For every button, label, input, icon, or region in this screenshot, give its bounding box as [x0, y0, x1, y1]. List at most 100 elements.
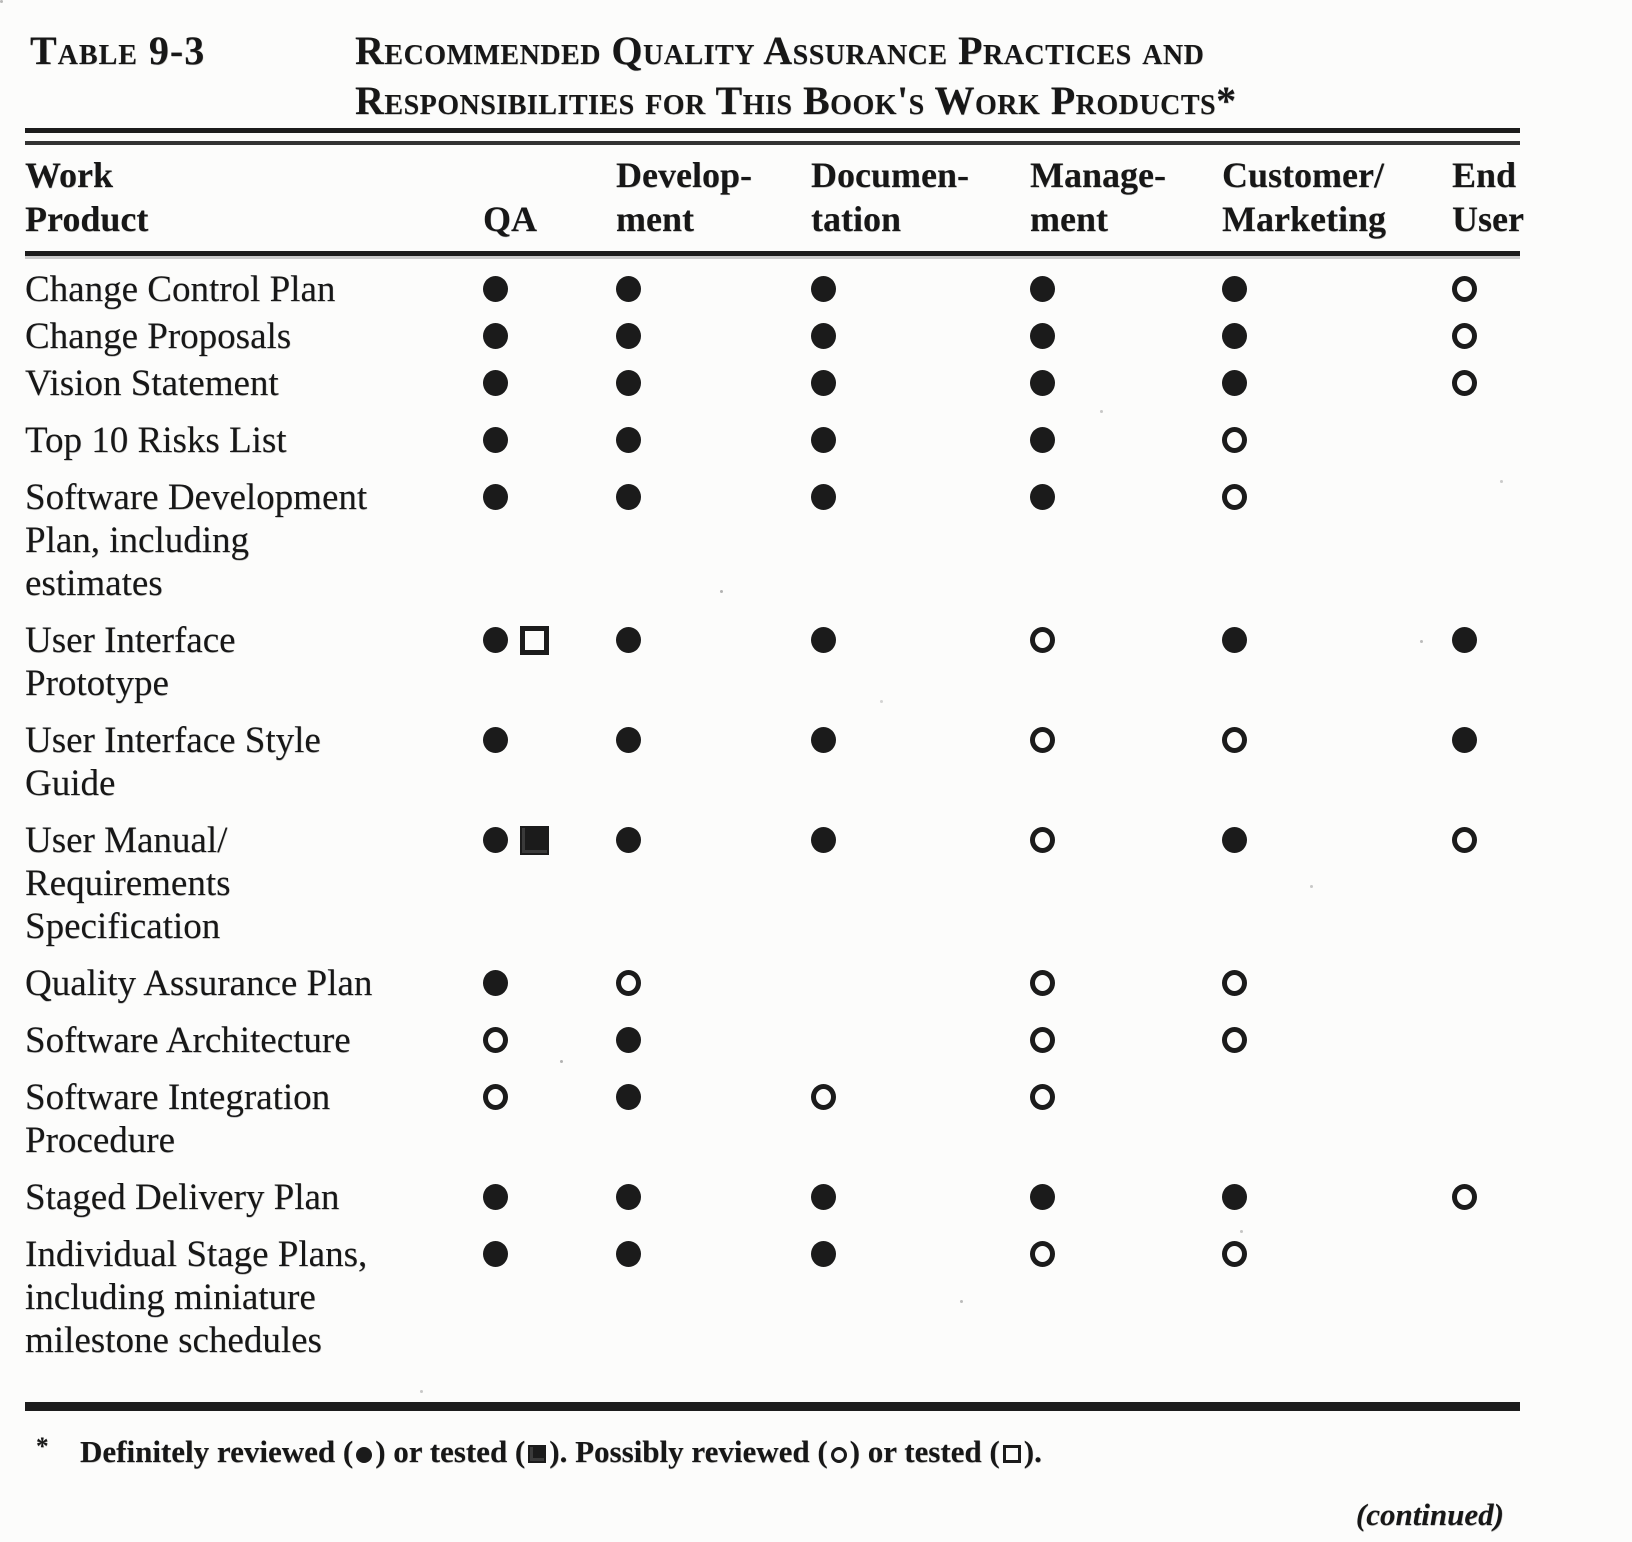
open-circle-icon: [1030, 827, 1055, 853]
filled-circle-icon: [616, 427, 641, 453]
open-circle-icon: [1222, 1027, 1247, 1053]
open-circle-icon: [1030, 627, 1055, 653]
marker-cell: [1452, 1076, 1537, 1162]
table-row: Staged Delivery Plan: [25, 1176, 1537, 1219]
marker-cell: [483, 619, 616, 705]
marker-cell: [1030, 362, 1222, 405]
marker-cell: [1452, 315, 1537, 358]
filled-circle-icon: [1222, 370, 1247, 396]
marker-cell: [1222, 419, 1452, 462]
marker-cell: [811, 962, 1030, 1005]
filled-circle-icon: [483, 323, 508, 349]
work-product-name: Change Control Plan: [25, 269, 336, 310]
marker-cell: [483, 1076, 616, 1162]
filled-circle-icon: [811, 427, 836, 453]
filled-circle-icon: [1222, 323, 1247, 349]
marker-cell: [1222, 819, 1452, 948]
filled-circle-icon: [616, 1027, 641, 1053]
marker-cell: [1030, 1176, 1222, 1219]
filled-circle-icon: [616, 370, 641, 396]
filled-circle-icon: [483, 1184, 508, 1210]
marker-cell: [616, 619, 811, 705]
work-product-name: Top 10 Risks List: [25, 420, 287, 461]
open-circle-icon: [1452, 827, 1477, 853]
filled-circle-icon: [1030, 1184, 1055, 1210]
marker-cell: [1030, 476, 1222, 605]
open-circle-icon: [1030, 1241, 1055, 1267]
filled-circle-icon: [811, 827, 836, 853]
filled-circle-icon: [1030, 427, 1055, 453]
open-circle-icon: [1030, 970, 1055, 996]
filled-circle-icon: [1030, 370, 1055, 396]
open-circle-icon: [811, 1084, 836, 1110]
marker-cell: [1222, 1019, 1452, 1062]
marker-cell: [1030, 1076, 1222, 1162]
table-body: Change Control Plan Change Proposals Visio…: [0, 256, 1632, 1362]
marker-cell: [1452, 476, 1537, 605]
filled-circle-icon: [483, 970, 508, 996]
work-product-name: Staged Delivery Plan: [25, 1177, 340, 1218]
marker-cell: [1452, 362, 1537, 405]
marker-cell: [616, 1076, 811, 1162]
col-header-development: Develop- ment: [616, 155, 752, 239]
col-header-customer-marketing: Customer/ Marketing: [1222, 155, 1386, 239]
marker-cell: [483, 962, 616, 1005]
marker-cell: [1452, 619, 1537, 705]
marker-cell: [483, 719, 616, 805]
table-row: Change Proposals: [25, 315, 1537, 358]
marker-cell: [483, 1233, 616, 1362]
marker-cell: [616, 476, 811, 605]
marker-cell: [1222, 1076, 1452, 1162]
filled-circle-icon: [811, 370, 836, 396]
filled-circle-icon: [811, 627, 836, 653]
col-header-end-user: End User: [1452, 155, 1524, 239]
table-caption: Table 9-3 Recommended Quality Assurance …: [0, 0, 1632, 126]
marker-cell: [616, 419, 811, 462]
table-row: User Manual/ Requirements Specification: [25, 819, 1537, 948]
filled-circle-icon: [1222, 1184, 1247, 1210]
filled-circle-icon: [616, 1084, 641, 1110]
header-separator-rule: [25, 251, 1520, 256]
marker-cell: [1222, 1176, 1452, 1219]
filled-circle-icon: [616, 323, 641, 349]
marker-cell: [1452, 419, 1537, 462]
work-product-name: Software Development Plan, including est…: [25, 477, 368, 604]
filled-circle-icon: [616, 1184, 641, 1210]
marker-cell: [811, 719, 1030, 805]
open-circle-icon: [1222, 484, 1247, 510]
filled-circle-icon: [483, 827, 508, 853]
scan-noise-dots: [0, 0, 3, 3]
marker-cell: [811, 476, 1030, 605]
filled-circle-icon: [616, 827, 641, 853]
open-circle-icon: [483, 1084, 508, 1110]
table-row: Quality Assurance Plan: [25, 962, 1537, 1005]
marker-cell: [1030, 268, 1222, 311]
marker-cell: [1222, 1233, 1452, 1362]
table-number-label: Table 9-3: [30, 28, 206, 73]
work-product-name: Vision Statement: [25, 363, 279, 404]
marker-cell: [1452, 268, 1537, 311]
marker-cell: [616, 962, 811, 1005]
open-square-icon: [520, 626, 549, 655]
open-circle-icon: [616, 970, 641, 996]
table-row: Change Control Plan: [25, 268, 1537, 311]
marker-cell: [811, 268, 1030, 311]
table-row: Software Integration Procedure: [25, 1076, 1537, 1162]
filled-circle-icon: [483, 727, 508, 753]
filled-circle-icon: [811, 1184, 836, 1210]
marker-cell: [483, 362, 616, 405]
col-header-management: Manage- ment: [1030, 155, 1166, 239]
marker-cell: [616, 1176, 811, 1219]
marker-cell: [811, 419, 1030, 462]
marker-cell: [616, 315, 811, 358]
marker-cell: [1452, 1176, 1537, 1219]
open-circle-icon: [1222, 427, 1247, 453]
table-row: User Interface Prototype: [25, 619, 1537, 705]
filled-circle-icon: [811, 323, 836, 349]
continued-note: (continued): [1355, 1497, 1504, 1532]
filled-circle-icon: [1030, 276, 1055, 302]
work-product-name: User Interface Prototype: [25, 620, 236, 704]
filled-circle-icon: [811, 276, 836, 302]
marker-cell: [1222, 268, 1452, 311]
footnote-text: Definitely reviewed () or tested (). Pos…: [80, 1434, 1042, 1469]
